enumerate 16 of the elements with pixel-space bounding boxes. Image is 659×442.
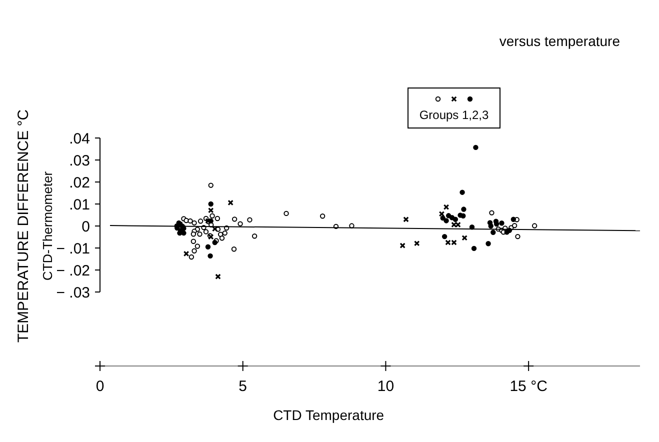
y-tick-label: − .01 — [56, 240, 90, 258]
y-tick-label: 0 — [82, 218, 90, 236]
x-tick-label: 5 — [238, 378, 248, 395]
y-tick-label: .04 — [69, 130, 90, 148]
x-tick-label: 10 — [377, 378, 394, 395]
y-tick-label: .03 — [69, 152, 90, 170]
y-tick-label: − .02 — [56, 262, 90, 280]
chart-title: versus temperature — [499, 33, 620, 49]
x-axis-title: CTD Temperature — [273, 407, 384, 423]
y-axis-title: TEMPERATURE DIFFERENCE °C CTD-Thermometer — [15, 109, 55, 343]
legend-title: Groups 1,2,3 — [419, 108, 490, 122]
y-tick-label: .02 — [69, 174, 90, 192]
y-tick-label: − .03 — [56, 284, 90, 302]
x-tick-label: 15 °C — [510, 378, 548, 395]
y-tick-label: .01 — [69, 196, 90, 214]
x-tick-label: 0 — [96, 378, 104, 395]
